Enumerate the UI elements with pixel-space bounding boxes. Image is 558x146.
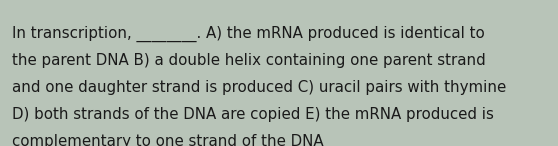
Text: complementary to one strand of the DNA: complementary to one strand of the DNA <box>12 134 324 146</box>
Text: D) both strands of the DNA are copied E) the mRNA produced is: D) both strands of the DNA are copied E)… <box>12 107 494 122</box>
Text: In transcription, ________. A) the mRNA produced is identical to: In transcription, ________. A) the mRNA … <box>12 26 485 42</box>
Text: and one daughter strand is produced C) uracil pairs with thymine: and one daughter strand is produced C) u… <box>12 80 507 95</box>
Text: the parent DNA B) a double helix containing one parent strand: the parent DNA B) a double helix contain… <box>12 53 486 68</box>
